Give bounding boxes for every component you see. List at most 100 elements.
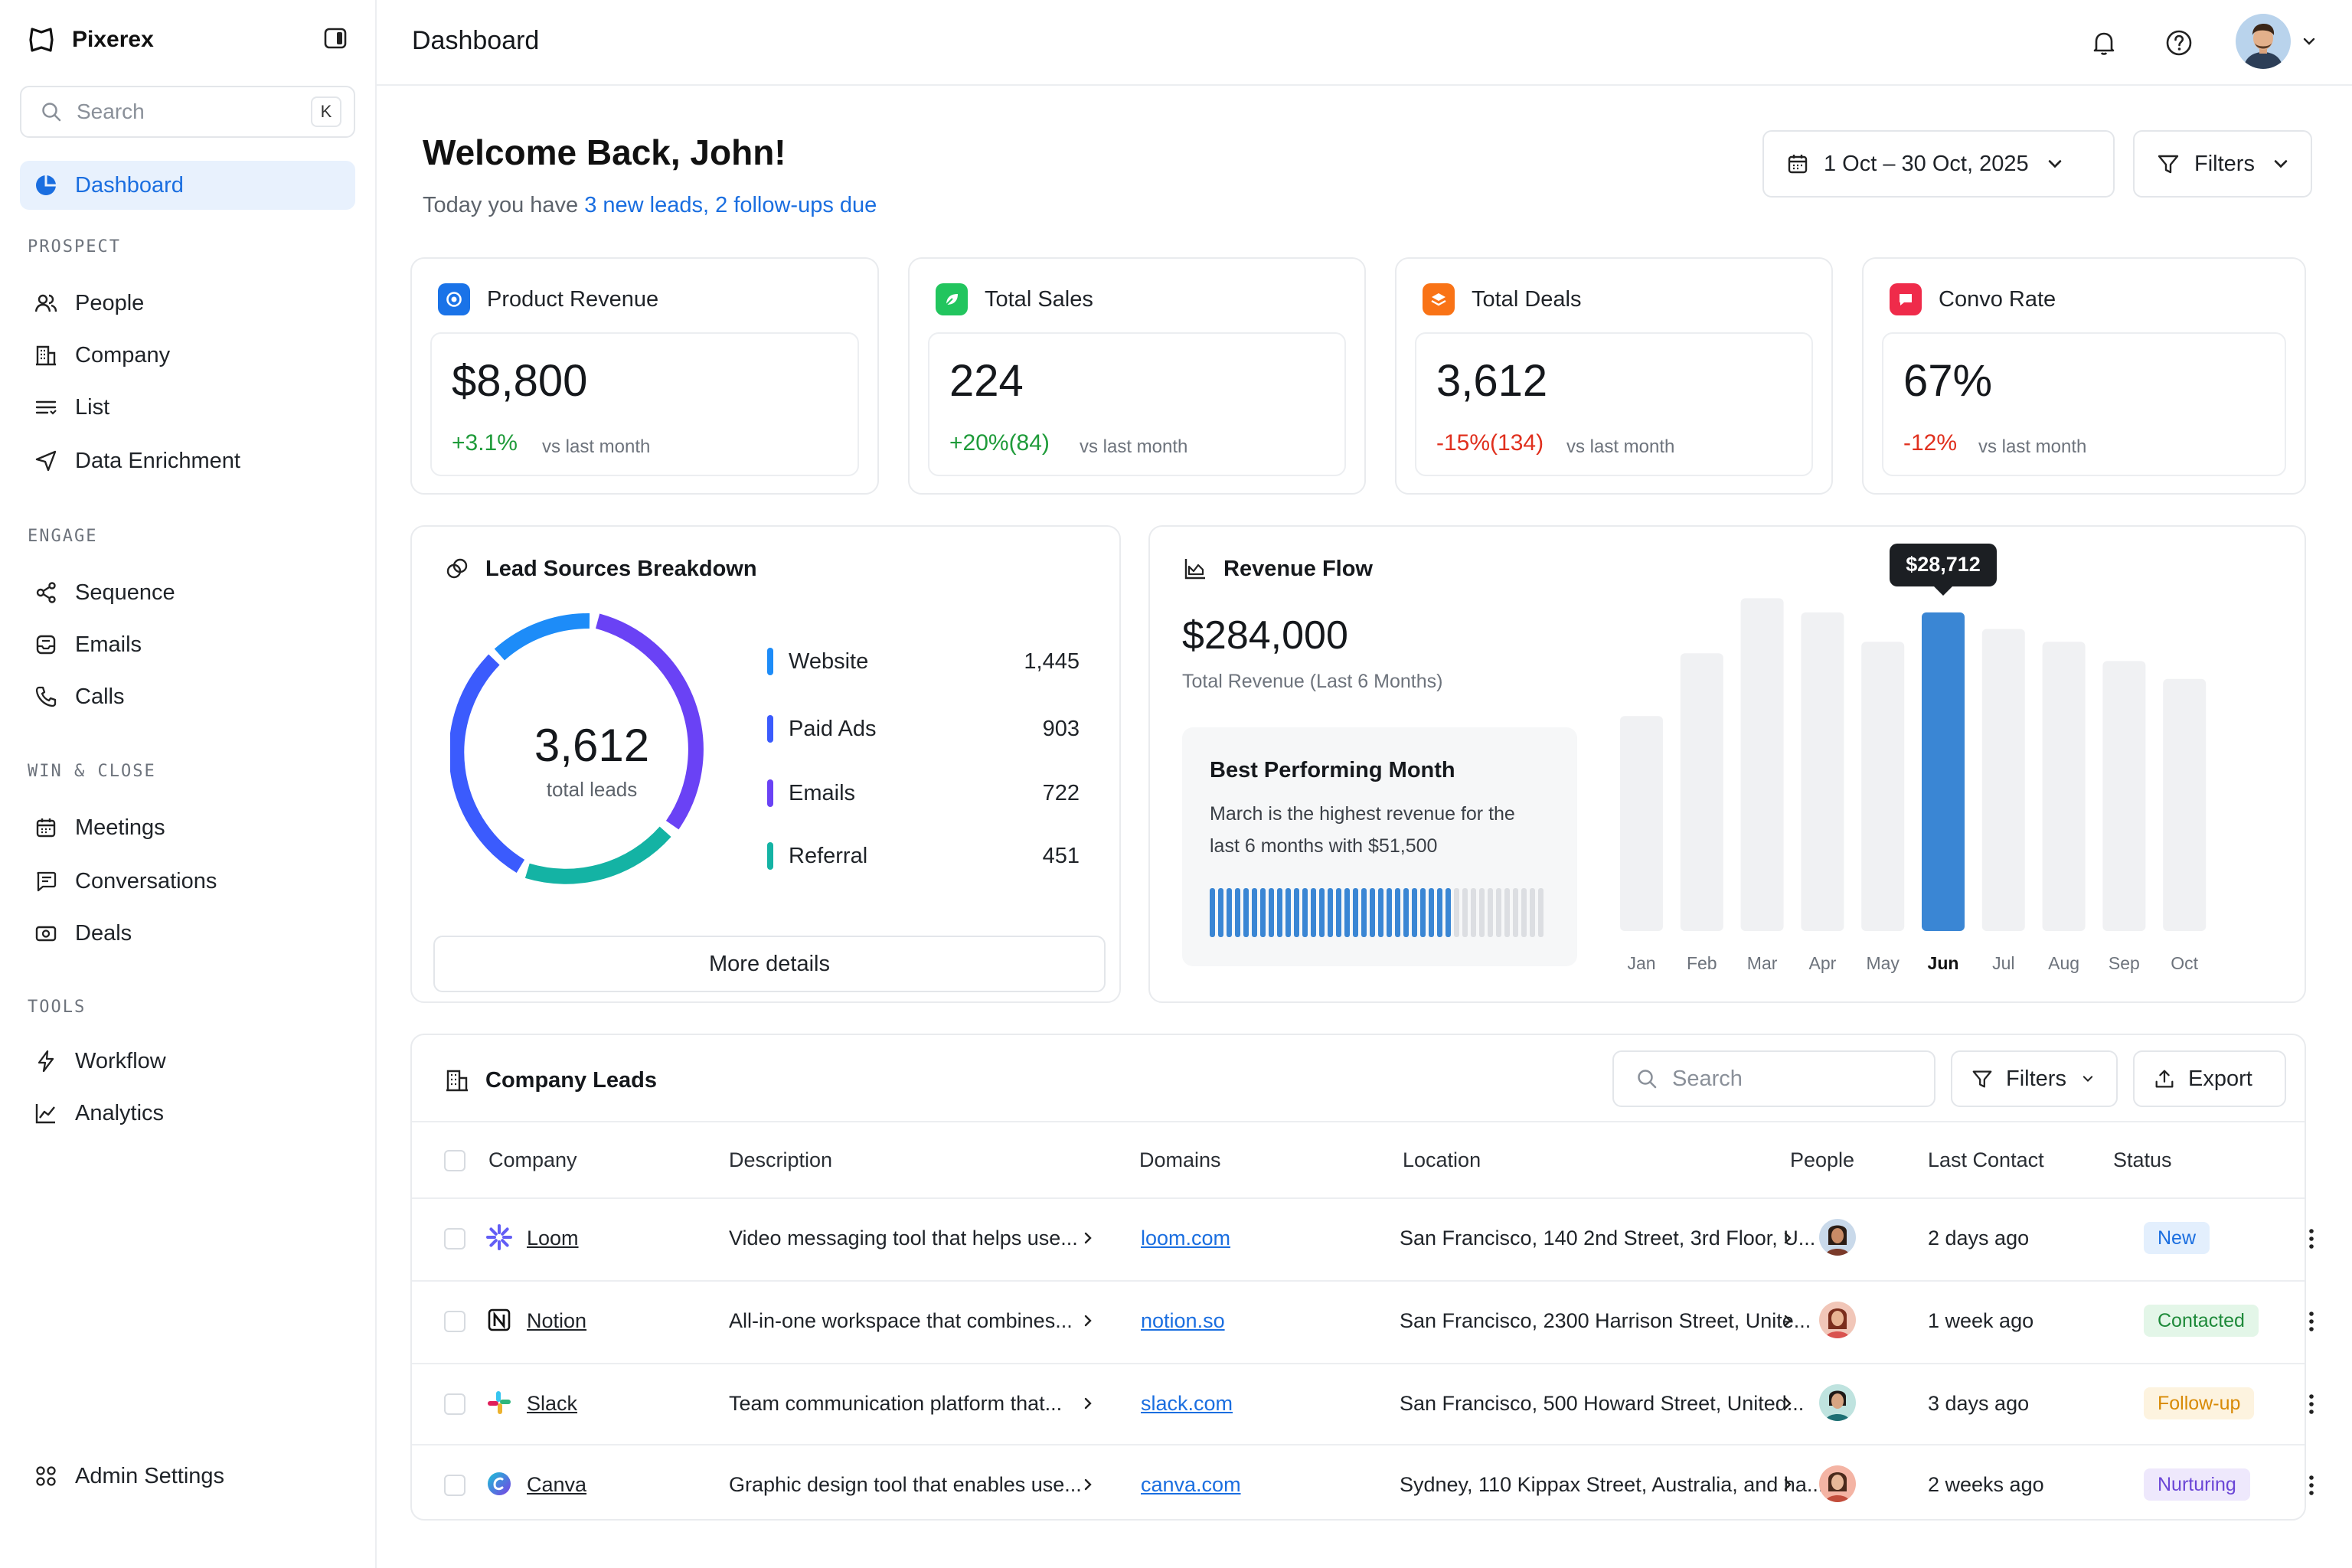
select-all-checkbox[interactable] [444,1150,466,1171]
revenue-bar-apr[interactable] [1801,612,1844,931]
sidebar-item-calls[interactable]: Calls [20,672,355,721]
sidebar-item-conversations[interactable]: Conversations [20,857,355,906]
export-label: Export [2188,1066,2252,1091]
sidebar-item-admin-settings[interactable]: Admin Settings [20,1452,355,1501]
revenue-bar-feb[interactable] [1680,653,1723,931]
person-avatar[interactable] [1819,1384,1856,1421]
sidebar-search-input[interactable]: Search K [20,86,355,138]
company-location: San Francisco, 500 Howard Street, United… [1400,1392,1805,1415]
sidebar-item-analytics[interactable]: Analytics [20,1089,355,1138]
table-row[interactable]: Slack Team communication platform that..… [412,1364,2314,1446]
progress-tick [1285,888,1291,937]
canva-logo-icon [484,1468,514,1499]
welcome-heading: Welcome Back, John! [423,132,786,172]
chevron-right-icon[interactable] [1778,1311,1798,1331]
revenue-bar-may[interactable] [1861,642,1905,931]
column-header-location[interactable]: Location [1403,1148,1481,1171]
revenue-bar-aug[interactable] [2042,642,2086,931]
column-header-domains[interactable]: Domains [1139,1148,1221,1171]
revenue-bar-jul[interactable] [1981,629,2025,931]
chevron-right-icon[interactable] [1778,1393,1798,1413]
stat-body: $8,800 +3.1% vs last month [430,332,859,476]
sidebar-item-workflow[interactable]: Workflow [20,1037,355,1086]
column-header-status[interactable]: Status [2113,1148,2172,1171]
stat-value: 67% [1903,356,1993,406]
chevron-right-icon[interactable] [1778,1475,1798,1494]
sidebar-item-data-enrichment[interactable]: Data Enrichment [20,436,355,485]
chevron-down-icon[interactable] [2298,31,2320,52]
leads-search-input[interactable]: Search [1612,1050,1936,1107]
welcome-highlight-link[interactable]: 3 new leads, 2 follow-ups due [584,193,877,217]
company-name-link[interactable]: Canva [527,1473,587,1496]
export-button[interactable]: Export [2133,1050,2286,1107]
sidebar-item-dashboard[interactable]: Dashboard [20,161,355,210]
more-details-button[interactable]: More details [433,936,1106,992]
person-avatar[interactable] [1819,1219,1856,1256]
revenue-bar-mar[interactable] [1740,598,1784,931]
user-avatar[interactable] [2236,14,2291,69]
more-options-icon[interactable] [2300,1308,2323,1335]
revenue-bar-jun[interactable] [1922,612,1965,931]
company-name-link[interactable]: Loom [527,1227,579,1250]
domain-link[interactable]: slack.com [1141,1392,1233,1415]
donut-segment-website [494,612,590,661]
collapse-sidebar-button[interactable] [320,23,351,54]
company-name-link[interactable]: Notion [527,1309,587,1332]
domain-link[interactable]: loom.com [1141,1227,1231,1250]
revenue-bar-jan[interactable] [1620,716,1663,931]
legend-label: Emails [789,780,856,805]
chevron-right-icon[interactable] [1778,1228,1798,1248]
more-options-icon[interactable] [2300,1225,2323,1253]
sidebar-item-deals[interactable]: Deals [20,909,355,958]
column-header-people[interactable]: People [1790,1148,1855,1171]
column-header-description[interactable]: Description [729,1148,833,1171]
company-name-link[interactable]: Slack [527,1392,578,1415]
donut-segment-referral [524,826,671,884]
domain-link[interactable]: notion.so [1141,1309,1225,1332]
column-header-last-contact[interactable]: Last Contact [1928,1148,2044,1171]
sidebar-item-emails[interactable]: Emails [20,620,355,669]
row-checkbox[interactable] [444,1475,466,1496]
progress-tick [1235,888,1240,937]
more-options-icon[interactable] [2300,1472,2323,1499]
stat-change: -12% [1903,430,1958,456]
sidebar-item-sequence[interactable]: Sequence [20,568,355,617]
chart-tooltip: $28,712 [1890,543,1997,596]
date-range-label: 1 Oct – 30 Oct, 2025 [1824,151,2029,176]
person-avatar[interactable] [1819,1465,1856,1502]
chevron-right-icon[interactable] [1078,1475,1098,1494]
legend-value: 722 [1042,780,1080,805]
brand[interactable]: Pixerex [26,21,154,58]
revenue-bar-sep[interactable] [2102,661,2146,931]
revenue-bar-oct[interactable] [2163,678,2207,931]
chevron-down-icon [2048,160,2061,168]
sidebar-item-people[interactable]: People [20,279,355,328]
row-checkbox[interactable] [444,1228,466,1250]
row-checkbox[interactable] [444,1393,466,1415]
filters-button[interactable]: Filters [2133,130,2312,198]
column-header-company[interactable]: Company [488,1148,577,1171]
sidebar-item-label: Dashboard [75,172,184,198]
company-leads-panel: Company Leads Search Filters Export Comp… [410,1034,2314,1521]
sidebar-item-meetings[interactable]: Meetings [20,803,355,852]
legend-swatch [767,648,773,675]
progress-tick [1294,888,1299,937]
leads-filters-button[interactable]: Filters [1951,1050,2118,1107]
domain-link[interactable]: canva.com [1141,1473,1241,1496]
chevron-right-icon[interactable] [1078,1393,1098,1413]
table-row[interactable]: Canva Graphic design tool that enables u… [412,1446,2314,1527]
person-avatar[interactable] [1819,1302,1856,1338]
sidebar-item-company[interactable]: Company [20,331,355,380]
legend-label: Paid Ads [789,716,877,741]
chevron-right-icon[interactable] [1078,1311,1098,1331]
table-row[interactable]: Loom Video messaging tool that helps use… [412,1199,2314,1280]
notifications-button[interactable] [2084,23,2124,63]
help-button[interactable] [2159,23,2199,63]
table-row[interactable]: Notion All-in-one workspace that combine… [412,1282,2314,1363]
more-options-icon[interactable] [2300,1390,2323,1418]
legend-item-website: Website 1,445 [767,648,1080,675]
date-range-picker[interactable]: 1 Oct – 30 Oct, 2025 [1762,130,2115,198]
row-checkbox[interactable] [444,1311,466,1332]
sidebar-item-list[interactable]: List [20,383,355,432]
chevron-right-icon[interactable] [1078,1228,1098,1248]
